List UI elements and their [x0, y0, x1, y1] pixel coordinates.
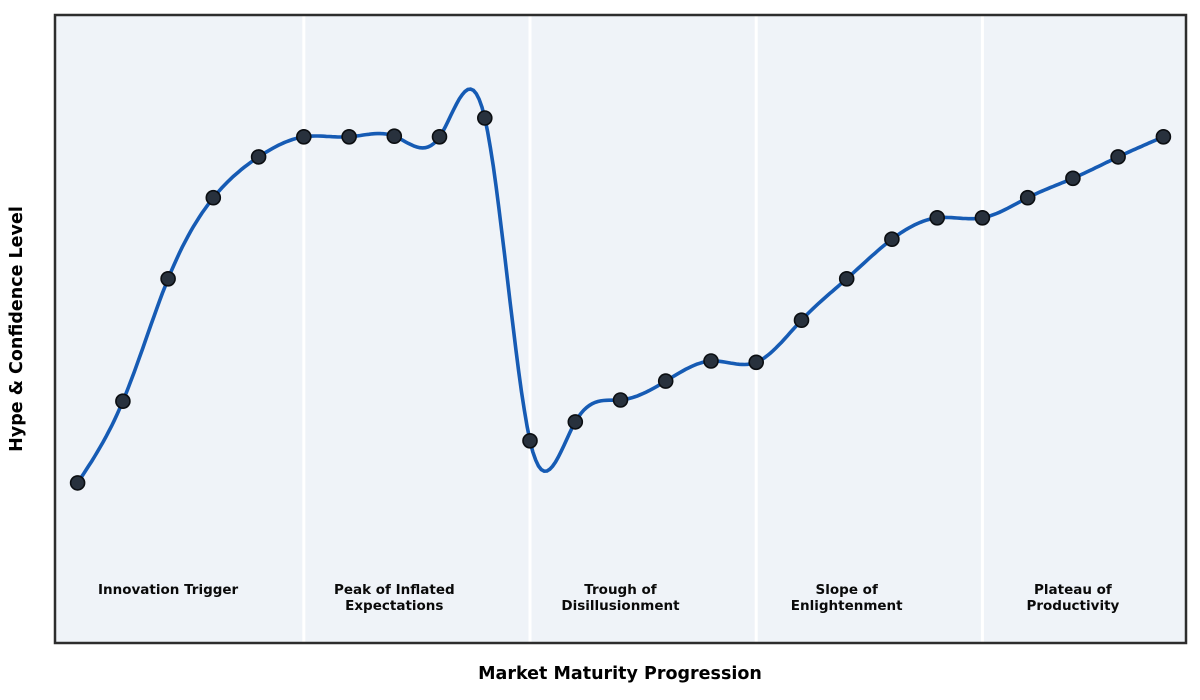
data-point — [884, 231, 900, 247]
data-point — [295, 129, 312, 145]
data-point — [793, 312, 810, 329]
data-points — [69, 110, 1172, 491]
data-point — [431, 129, 448, 145]
plot-border — [53, 13, 1188, 645]
data-point — [1155, 129, 1172, 145]
data-point — [160, 270, 176, 287]
data-point — [1019, 189, 1036, 206]
x-axis-label: Market Maturity Progression — [478, 664, 762, 684]
data-point — [748, 354, 765, 371]
data-point — [386, 128, 403, 144]
data-point — [341, 129, 357, 145]
data-point — [522, 432, 538, 449]
data-point — [1065, 170, 1081, 187]
data-point — [69, 475, 86, 491]
data-point — [657, 373, 674, 389]
y-axis-label: Hype & Confidence Level — [7, 206, 27, 452]
plot-background — [55, 15, 1186, 643]
data-point — [1110, 149, 1126, 165]
data-point — [567, 414, 584, 430]
data-point — [205, 189, 222, 206]
data-point — [929, 210, 946, 226]
data-point — [974, 210, 991, 226]
data-point — [838, 270, 855, 287]
data-point — [476, 110, 493, 126]
data-point — [115, 393, 131, 410]
data-point — [612, 392, 629, 408]
data-point — [250, 149, 267, 165]
data-point — [703, 353, 719, 369]
phase-separators — [302, 15, 984, 643]
